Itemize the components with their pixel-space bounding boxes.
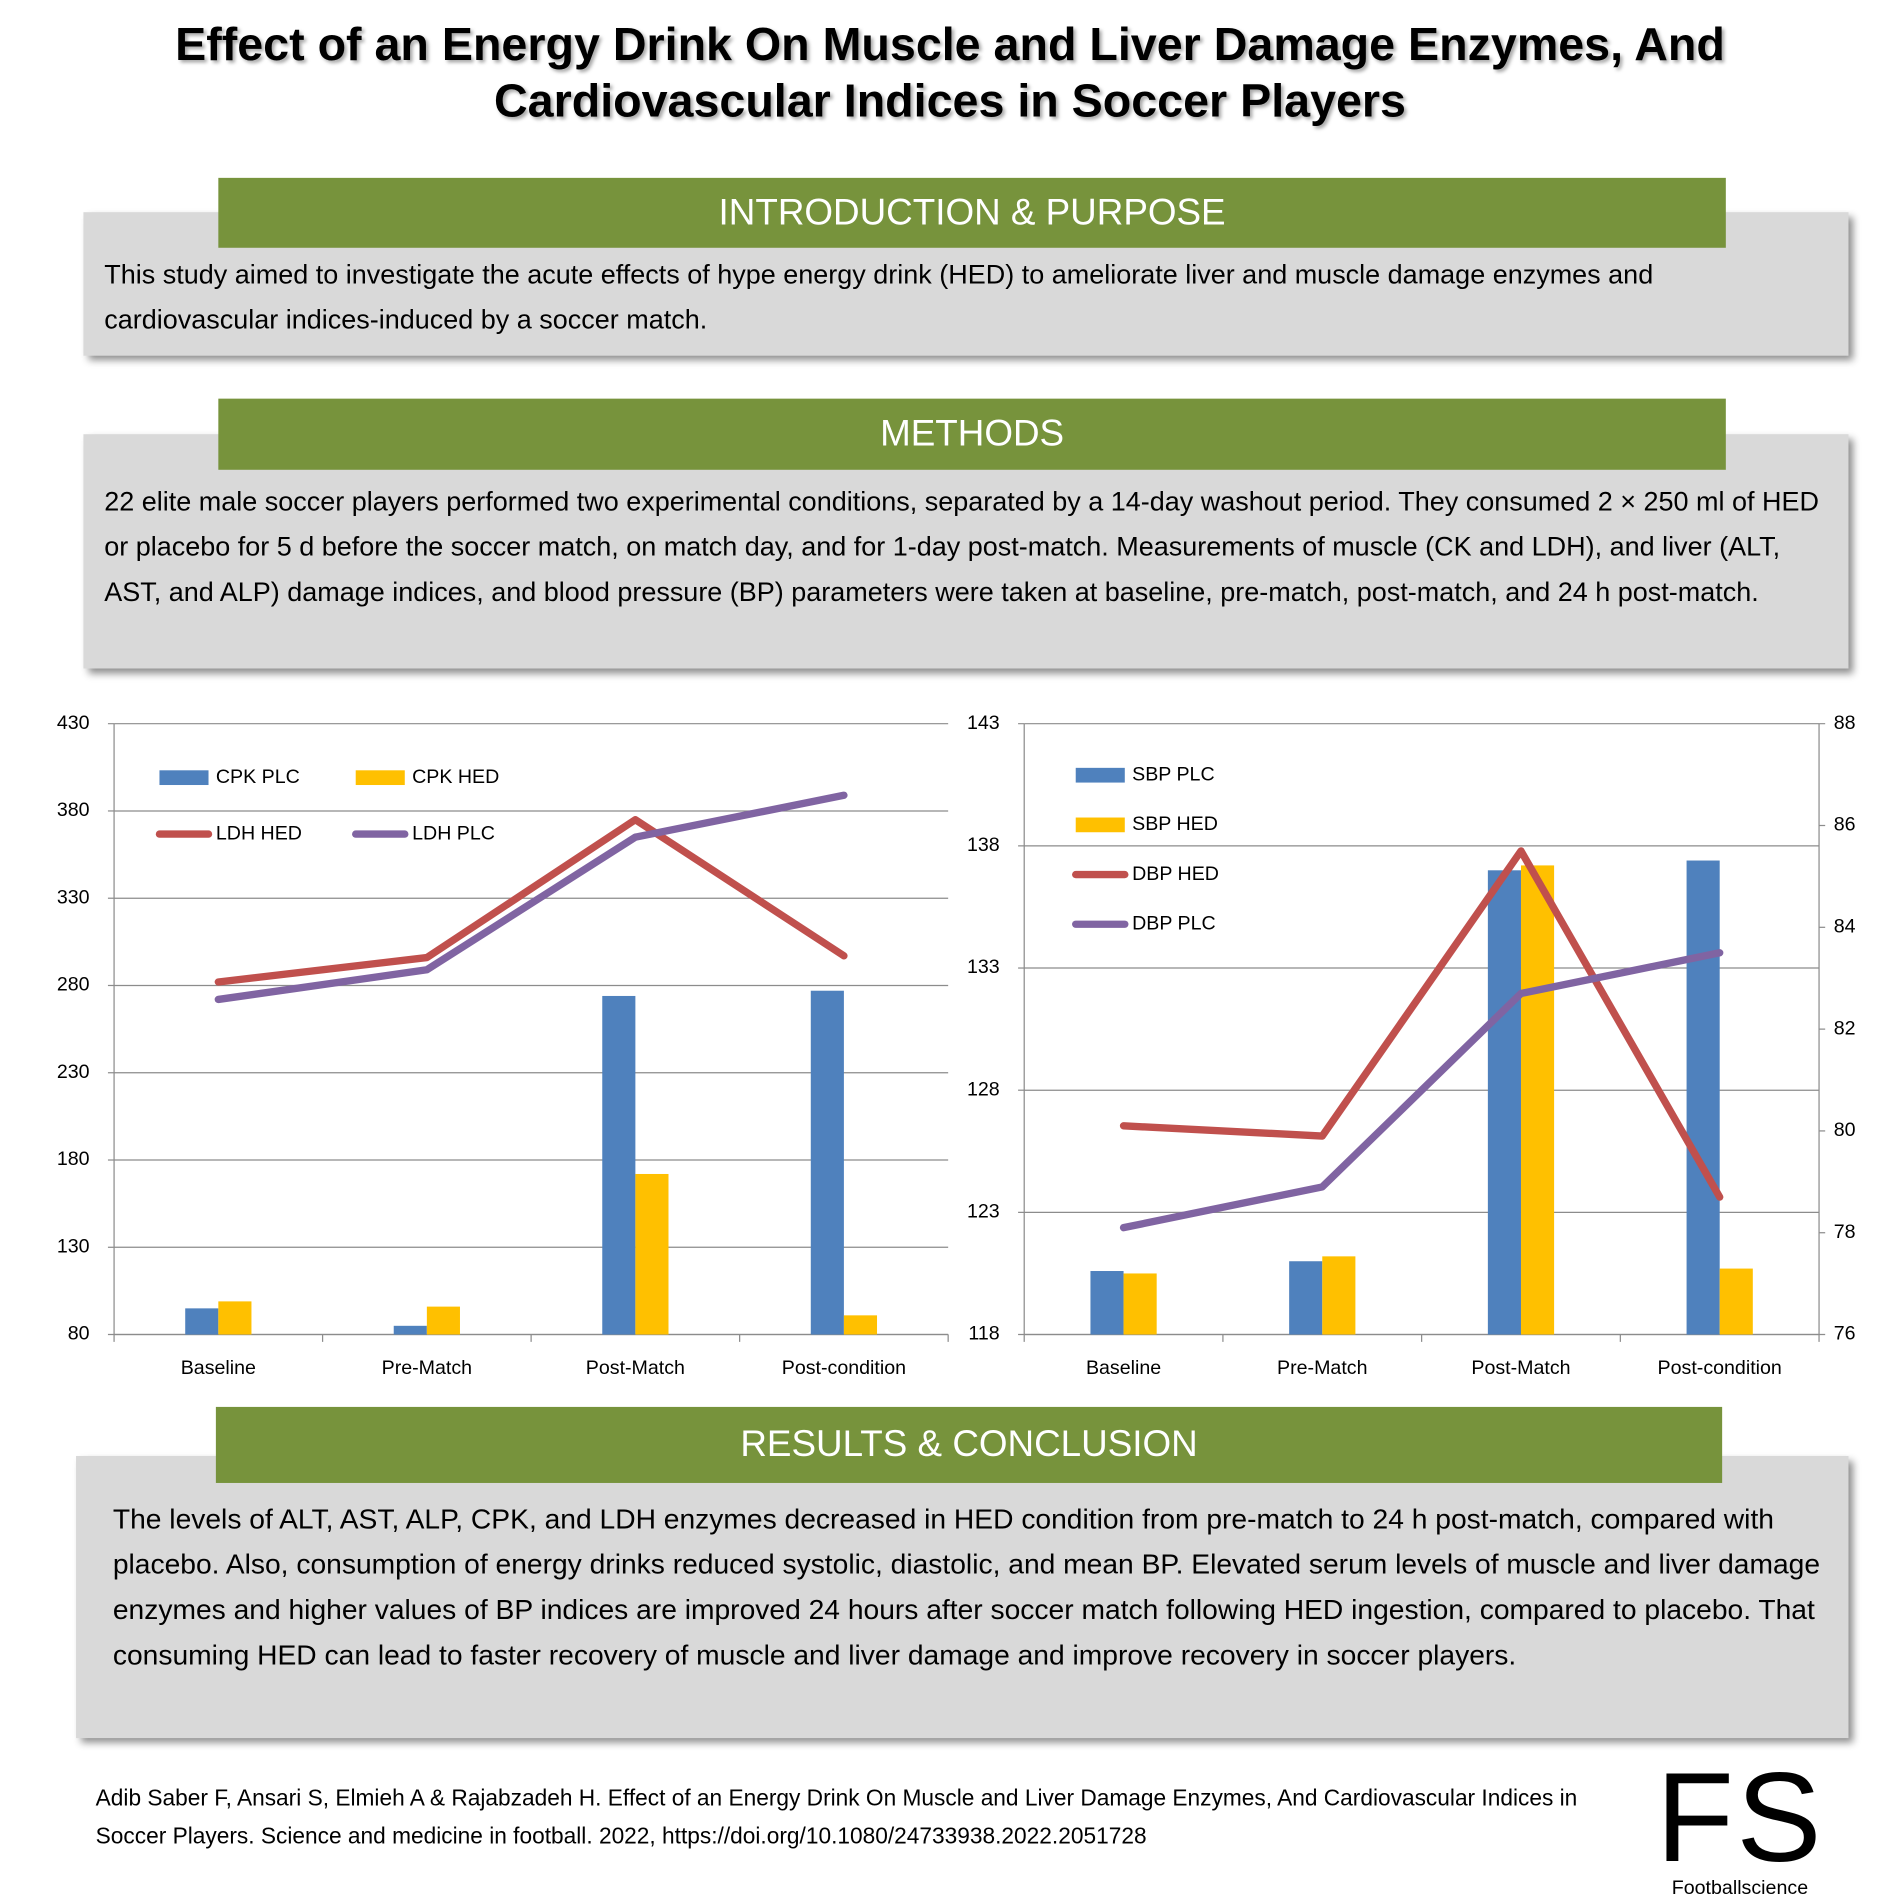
intro-text: This study aimed to investigate the acut… (104, 258, 1654, 335)
y2-tick-label: 86 (1834, 814, 1856, 836)
bar (1123, 1273, 1157, 1335)
y-tick-label: 118 (968, 1323, 999, 1345)
y2-tick-label: 84 (1834, 915, 1856, 937)
charts: 80 130 180 230 280 330 380 430 Baseline Pre-Match… (57, 712, 1856, 1379)
bar (185, 1308, 219, 1335)
bar (1322, 1256, 1356, 1335)
y-tick-label: 123 (967, 1201, 1000, 1223)
title: Effect of an Energy Drink On Muscle and … (175, 19, 1725, 128)
y-tick-label: 80 (68, 1323, 90, 1345)
line (1119, 949, 1724, 1232)
x-tick-label: Post-Match (586, 1357, 685, 1379)
results-text: The levels of ALT, AST, ALP, CPK, and LD… (112, 1502, 1821, 1671)
y-tick-label: 380 (57, 799, 90, 821)
results-box (76, 1455, 1849, 1739)
y-tick-label: 133 (967, 956, 1000, 978)
y2-tick-label: 82 (1834, 1017, 1856, 1039)
bar (1090, 1271, 1124, 1335)
results-heading: RESULTS & CONCLUSION (215, 1406, 1723, 1483)
bar (218, 1301, 252, 1335)
y2-tick-label: 76 (1834, 1323, 1856, 1345)
legend-label: DBP HED (1132, 863, 1219, 885)
legend-label: SBP PLC (1132, 763, 1214, 785)
y2-tick-label: 78 (1834, 1221, 1856, 1243)
legend-swatch (1075, 767, 1125, 783)
bar (635, 1173, 669, 1335)
methods-text: 22 elite male soccer players performed t… (104, 485, 1819, 608)
logo-mark: FS (1655, 1746, 1824, 1889)
bar (393, 1325, 427, 1335)
y-tick-label: 430 (57, 712, 90, 734)
bar (1289, 1261, 1323, 1335)
logo-name: Footballscience (1671, 1877, 1809, 1899)
line (214, 816, 848, 986)
x-tick-label: Baseline (1086, 1357, 1161, 1379)
logo: FS Footballscience (1626, 1754, 1853, 1899)
bar (1487, 870, 1521, 1335)
y2-tick-label: 88 (1834, 712, 1856, 734)
y-tick-label: 128 (967, 1078, 1000, 1100)
legend-label: DBP PLC (1132, 912, 1216, 934)
legend-swatch (1075, 817, 1125, 833)
y-tick-label: 138 (967, 834, 1000, 856)
legend-label: SBP HED (1132, 813, 1218, 835)
bar (1520, 865, 1555, 1335)
x-tick-label: Baseline (181, 1357, 256, 1379)
y2-tick-label: 80 (1834, 1119, 1856, 1141)
intro-heading: INTRODUCTION & PURPOSE (218, 177, 1726, 248)
line (1119, 847, 1724, 1201)
bar (843, 1315, 878, 1335)
y-tick-label: 280 (57, 974, 90, 996)
bar (1686, 860, 1720, 1335)
legend-label: CPK HED (412, 766, 499, 788)
x-tick-label: Post-Match (1471, 1357, 1570, 1379)
legend-swatch (355, 770, 405, 786)
y-tick-label: 180 (57, 1148, 90, 1170)
bar (426, 1306, 460, 1335)
y-tick-label: 130 (57, 1235, 90, 1257)
line (214, 791, 848, 1004)
bar (602, 995, 636, 1335)
x-tick-label: Post-condition (1658, 1357, 1782, 1379)
x-tick-label: Post-condition (782, 1357, 906, 1379)
y-tick-label: 230 (57, 1061, 90, 1083)
legend-label: LDH HED (216, 822, 302, 844)
x-tick-label: Pre-Match (382, 1357, 472, 1379)
bar (1719, 1268, 1753, 1335)
methods-heading: METHODS (218, 398, 1726, 470)
citation: Adib Saber F, Ansari S, Elmieh A & Rajab… (95, 1784, 1578, 1849)
legend-label: LDH PLC (412, 822, 495, 844)
bar (810, 990, 844, 1335)
y-tick-label: 143 (967, 712, 1000, 734)
legend-label: CPK PLC (216, 766, 300, 788)
legend-swatch (159, 770, 209, 786)
methods-box (83, 434, 1849, 669)
y-tick-label: 330 (57, 886, 90, 908)
x-tick-label: Pre-Match (1277, 1357, 1367, 1379)
